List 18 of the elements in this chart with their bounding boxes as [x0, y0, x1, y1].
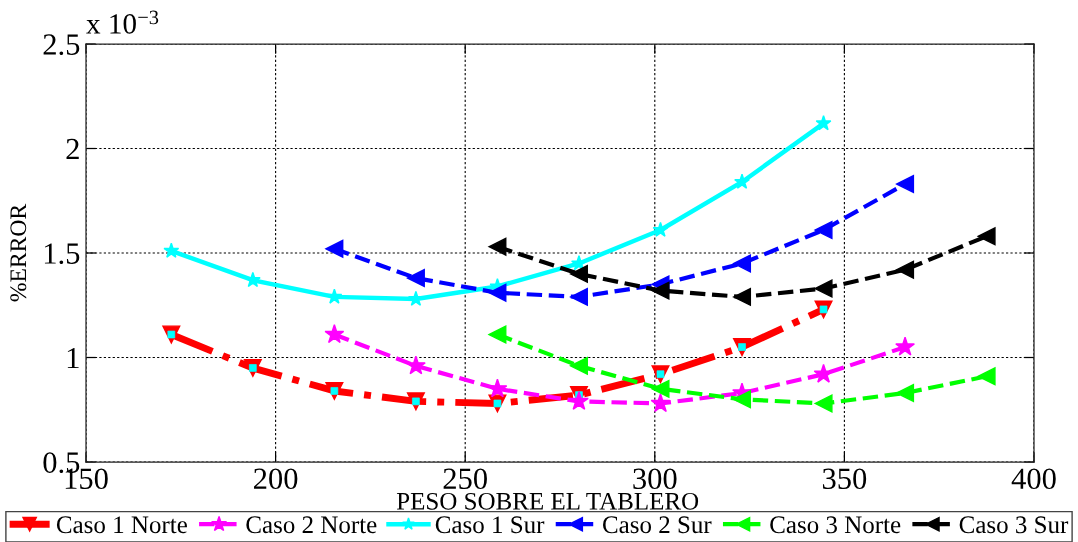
y-tick-label: 1	[67, 347, 79, 369]
y-tick-label: 2.5	[43, 34, 80, 56]
x-tick-label: 350	[822, 468, 867, 490]
y-axis-title: %ERROR	[10, 203, 27, 302]
text: x 10$^{−3}$	[86, 10, 159, 34]
y-tick-label: 2	[66, 138, 79, 160]
legend-label: Caso 1 Norte	[56, 516, 187, 534]
x-tick-label: 200	[254, 468, 298, 490]
x-tick-label: 300	[633, 468, 677, 490]
legend-label: Caso 3 Sur	[959, 516, 1069, 534]
x-tick-label: 400	[1011, 468, 1056, 490]
legend-label: Caso 3 Norte	[770, 516, 901, 534]
legend-label: Caso 1 Sur	[435, 516, 545, 534]
legend-label: Caso 2 Norte	[246, 516, 377, 534]
y-tick-label: 1.5	[44, 243, 80, 265]
legend-label: Caso 2 Sur	[603, 516, 712, 534]
x-axis-title: PESO SOBRE EL TABLERO	[396, 492, 699, 510]
x-tick-label: 250	[443, 468, 487, 490]
